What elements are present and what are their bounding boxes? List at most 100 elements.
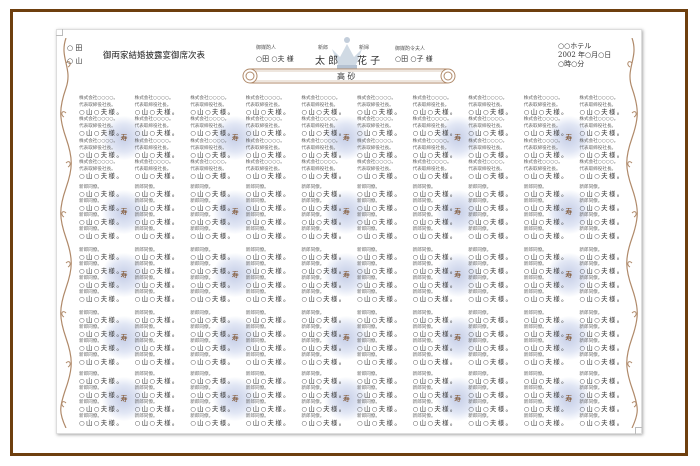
- guest-entry: 株式会社○○○○。 代表取締役社長。 ○山○夫様。: [357, 116, 402, 137]
- guest-entry: 新郎同僚。 ○山○夫様。: [190, 413, 235, 427]
- guest-entry: 新郎同僚。 ○山○夫様。: [579, 198, 624, 212]
- guest-title: 代表取締役社長。: [79, 166, 116, 172]
- guest-entry: 新郎同僚。 ○山○夫様。: [135, 212, 180, 226]
- guest-name: ○山○夫様。: [468, 344, 514, 352]
- guest-entry: 新郎同僚。 ○山○夫様。: [79, 289, 124, 303]
- guest-title: 代表取締役社長。: [523, 124, 561, 130]
- guest-entry: 株式会社○○○○。 代表取締役社長。 ○山○夫様。: [190, 116, 235, 137]
- guest-entry: 新郎同僚。 ○山○夫様。: [579, 261, 624, 275]
- guest-affiliation: 新郎同僚。: [523, 199, 547, 204]
- guest-entry: 新郎同僚。 ○山○夫様。: [524, 247, 569, 261]
- guest-name: ○山○夫様。: [579, 330, 625, 338]
- guest-affiliation: 新郎同僚。: [190, 372, 214, 377]
- guest-name: ○山○夫様。: [523, 150, 569, 159]
- guest-affiliation: 株式会社○○○○。: [79, 117, 119, 123]
- guest-affiliation: 新郎同僚。: [579, 248, 603, 253]
- guest-affiliation: 新郎同僚。: [190, 325, 214, 330]
- guest-name: ○山○夫様。: [523, 330, 569, 338]
- guest-name: ○山○夫様。: [357, 108, 403, 116]
- guest-title: 代表取締役社長。: [357, 103, 394, 108]
- guest-name: ○山○夫様。: [301, 344, 347, 352]
- guest-name: ○山○夫様。: [134, 204, 180, 212]
- guest-name: ○山○夫様。: [523, 391, 569, 399]
- guest-entry: 新郎同僚。 ○山○夫様。: [79, 324, 124, 338]
- guest-affiliation: 新郎同僚。: [301, 339, 325, 344]
- guest-name: ○山○夫様。: [357, 129, 403, 138]
- table-mark: 寿: [546, 115, 591, 160]
- guest-title: 代表取締役社長。: [357, 124, 394, 130]
- guest-title: 代表取締役社長。: [79, 145, 116, 151]
- table-mark: 寿: [324, 190, 369, 234]
- guest-name: ○山○夫様。: [134, 295, 180, 303]
- guest-name: ○山○夫様。: [412, 391, 458, 399]
- guest-title: 代表取締役社長。: [579, 103, 617, 108]
- guest-entry: 新郎同僚。 ○山○夫様。: [357, 198, 402, 212]
- guest-affiliation: 新郎同僚。: [79, 386, 102, 391]
- guest-entry: 株式会社○○○○。 代表取締役社長。 ○山○夫様。: [524, 138, 569, 159]
- guest-entry: 新郎同僚。 ○山○夫様。: [246, 261, 291, 275]
- guest-name: ○山○夫様。: [190, 108, 236, 116]
- guest-entry: 新郎同僚。 ○山○夫様。: [301, 413, 346, 427]
- guest-entry: 新郎同僚。 ○山○夫様。: [524, 324, 569, 338]
- guest-entry: 新郎同僚。 ○山○夫様。: [246, 247, 291, 261]
- guest-name: ○山○夫様。: [79, 330, 125, 338]
- guest-affiliation: 新郎同僚。: [412, 262, 436, 267]
- guest-entry: 株式会社○○○○。 代表取締役社長。 ○山○夫様。: [301, 159, 346, 180]
- guest-name: ○山○夫様。: [79, 281, 125, 289]
- guest-entry: 株式会社○○○○。 代表取締役社長。 ○山○夫様。: [246, 159, 291, 180]
- guest-title: 代表取締役社長。: [357, 166, 394, 172]
- guest-affiliation: 新郎同僚。: [190, 339, 214, 344]
- guest-entry: 新郎同僚。 ○山○夫様。: [357, 226, 402, 240]
- guest-affiliation: 新郎同僚。: [357, 353, 380, 358]
- guest-affiliation: 新郎同僚。: [79, 248, 102, 253]
- family-name-1: ○ 田: [67, 44, 83, 52]
- table-mark: 寿: [435, 377, 480, 421]
- guest-name: ○山○夫様。: [523, 108, 569, 116]
- guest-name: ○山○夫様。: [357, 253, 403, 261]
- table-mark: 寿: [213, 377, 258, 421]
- guest-affiliation: 新郎同僚。: [134, 199, 158, 204]
- guest-name: ○山○夫様。: [579, 344, 625, 352]
- guest-name: ○山○夫様。: [523, 190, 569, 198]
- guest-name: ○山○夫様。: [245, 281, 291, 289]
- guest-entry: 新郎同僚。 ○山○夫様。: [135, 338, 180, 352]
- guest-name: ○山○夫様。: [190, 358, 236, 366]
- guest-affiliation: 新郎同僚。: [579, 213, 603, 218]
- guest-affiliation: 新郎同僚。: [79, 290, 102, 295]
- guest-entry: 新郎同僚。 ○山○夫様。: [301, 324, 346, 338]
- guest-name: ○山○夫様。: [357, 204, 403, 212]
- guest-name: ○山○夫様。: [190, 377, 236, 385]
- guest-entry: 株式会社○○○○。 代表取締役社長。 ○山○夫様。: [468, 95, 513, 116]
- groom-name: 太 郎: [315, 56, 339, 67]
- guest-entry: 株式会社○○○○。 代表取締役社長。 ○山○夫様。: [413, 159, 458, 180]
- guest-affiliation: 新郎同僚。: [134, 227, 158, 232]
- guest-affiliation: 新郎同僚。: [468, 262, 492, 267]
- table-mark: 寿: [102, 253, 146, 297]
- guest-affiliation: 新郎同僚。: [412, 414, 436, 419]
- guest-name: ○山○夫様。: [412, 281, 458, 289]
- guest-entry: 新郎同僚。 ○山○夫様。: [579, 226, 624, 240]
- guest-entry: 新郎同僚。 ○山○夫様。: [190, 310, 235, 324]
- guest-title: 代表取締役社長。: [523, 103, 561, 108]
- guest-name: ○山○夫様。: [134, 232, 180, 240]
- guest-entry: 株式会社○○○○。 代表取締役社長。 ○山○夫様。: [79, 116, 124, 137]
- guest-entry: 新郎同僚。 ○山○夫様。: [135, 352, 180, 366]
- guest-name: ○山○夫様。: [134, 281, 180, 289]
- guest-title: 代表取締役社長。: [412, 103, 450, 108]
- guest-affiliation: 新郎同僚。: [357, 325, 380, 330]
- guest-name: ○山○夫様。: [79, 344, 125, 352]
- guest-name: ○山○夫様。: [301, 316, 347, 324]
- guest-name: ○山○夫様。: [134, 218, 180, 226]
- guest-name: ○山○夫様。: [412, 218, 458, 226]
- guest-entry: 新郎同僚。 ○山○夫様。: [301, 338, 346, 352]
- guest-entry: 新郎同僚。 ○山○夫様。: [301, 275, 346, 289]
- guest-name: ○山○夫様。: [245, 330, 291, 338]
- guest-entry: 新郎同僚。 ○山○夫様。: [468, 324, 513, 338]
- guest-affiliation: 新郎同僚。: [190, 353, 214, 358]
- guest-affiliation: 新郎同僚。: [412, 311, 436, 316]
- guest-entry: 新郎同僚。 ○山○夫様。: [468, 338, 513, 352]
- guest-entry: 新郎同僚。 ○山○夫様。: [246, 413, 291, 427]
- guest-affiliation: 新郎同僚。: [245, 400, 269, 405]
- guest-entry: 新郎同僚。 ○山○夫様。: [79, 371, 124, 385]
- guest-affiliation: 新郎同僚。: [79, 325, 102, 330]
